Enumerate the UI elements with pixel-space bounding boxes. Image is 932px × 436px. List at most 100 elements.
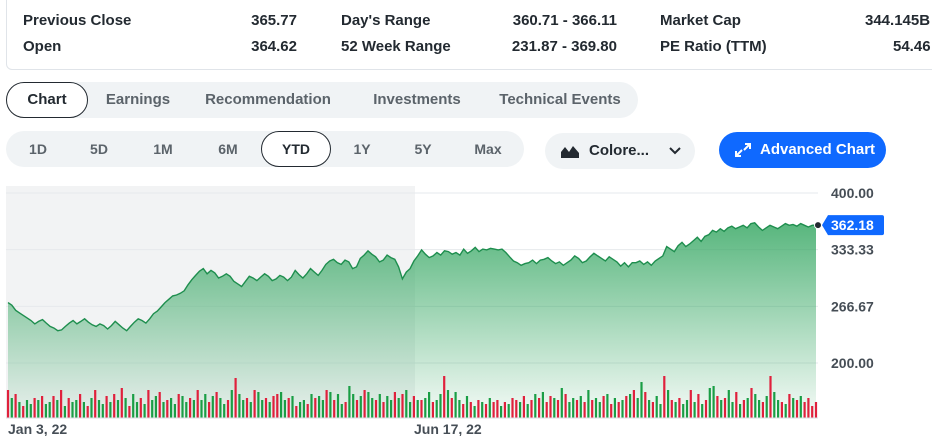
volume-bar [276, 394, 279, 418]
volume-bar [693, 402, 696, 418]
volume-bar [382, 402, 385, 418]
volume-bar [390, 400, 393, 418]
volume-bar [564, 394, 567, 418]
advanced-chart-button[interactable]: Advanced Chart [719, 132, 886, 168]
volume-bar [765, 396, 768, 418]
volume-bar [371, 398, 374, 418]
volume-bar [264, 398, 268, 418]
volume-bar [773, 392, 776, 418]
volume-bar [352, 394, 355, 418]
volume-bar [90, 398, 93, 418]
volume-bar [166, 400, 169, 418]
range-max[interactable]: Max [474, 141, 502, 157]
volume-bar [249, 402, 252, 418]
volume-bar [226, 400, 230, 418]
volume-bar [234, 378, 237, 418]
volume-bar [716, 396, 719, 418]
volume-bar [560, 388, 563, 418]
expand-icon [735, 143, 751, 157]
volume-bar [37, 400, 40, 418]
volume-bar [579, 396, 582, 418]
volume-bar [439, 394, 442, 418]
range-selector: 1D 5D 1M 6M YTD 1Y 5Y Max [6, 131, 524, 167]
volume-bar [458, 400, 461, 418]
volume-bar [648, 400, 651, 418]
volume-bar [651, 402, 654, 418]
x-tick-label: Jan 3, 22 [8, 421, 67, 436]
volume-bar [245, 398, 249, 418]
volume-bar [56, 400, 59, 418]
volume-bar [556, 400, 560, 418]
previous-close-value: 365.77 [251, 12, 297, 29]
range-1m[interactable]: 1M [153, 141, 173, 157]
volume-bar [181, 396, 184, 418]
volume-bar [158, 392, 161, 418]
tab-investments[interactable]: Investments [373, 91, 461, 108]
volume-bar [712, 386, 715, 418]
price-tag-shape [822, 215, 884, 236]
volume-bar [731, 402, 734, 418]
volume-bar [22, 406, 25, 418]
volume-bar [128, 406, 131, 418]
volume-bar [598, 402, 601, 418]
tab-chart[interactable]: Chart [6, 82, 88, 118]
volume-bar [674, 402, 677, 418]
volume-bar [640, 382, 643, 418]
volume-bar [82, 402, 85, 418]
volume-bar [572, 398, 575, 418]
volume-bar [132, 394, 135, 418]
chart-type-select[interactable]: Colore... [545, 133, 695, 169]
range-6m[interactable]: 6M [218, 141, 238, 157]
volume-bar [799, 396, 802, 418]
volume-bar [143, 404, 146, 418]
volume-bar [613, 398, 616, 418]
market-cap-value: 344.145B [865, 12, 931, 29]
volume-bar [465, 396, 469, 418]
volume-bar [583, 402, 586, 418]
volume-bar [336, 394, 340, 418]
volume-bar [185, 402, 188, 418]
volume-bar [208, 402, 211, 418]
volume-bar [25, 400, 29, 418]
volume-bar [211, 396, 214, 418]
volume-bar [374, 400, 378, 418]
volume-bar [67, 398, 70, 418]
volume-bar [655, 396, 658, 418]
volume-bar [242, 400, 245, 418]
volume-bar [534, 394, 537, 418]
week52-range-value: 231.87 - 369.80 [511, 38, 617, 55]
range-1d[interactable]: 1D [29, 141, 47, 157]
tab-recommendation[interactable]: Recommendation [205, 91, 331, 108]
volume-bar [469, 402, 472, 418]
volume-bar [610, 404, 613, 418]
volume-bar [784, 404, 787, 418]
volume-bar [71, 402, 74, 418]
volume-bar [302, 400, 305, 418]
volume-bar [151, 400, 154, 418]
tab-technical-events[interactable]: Technical Events [499, 91, 621, 108]
volume-bar [636, 398, 639, 418]
volume-bar [496, 400, 499, 418]
range-1y[interactable]: 1Y [353, 141, 371, 157]
volume-bar [685, 400, 689, 418]
range-5y[interactable]: 5Y [414, 141, 432, 157]
volume-bar [720, 400, 723, 418]
current-price-label: 362.18 [831, 217, 874, 233]
volume-bar [758, 400, 761, 418]
volume-bar [94, 390, 97, 418]
volume-bar [484, 404, 488, 418]
tab-earnings[interactable]: Earnings [105, 91, 171, 108]
volume-bar [340, 404, 343, 418]
volume-bar [60, 390, 63, 418]
volume-bar [196, 390, 199, 418]
range-5d[interactable]: 5D [90, 141, 108, 157]
volume-bar [405, 390, 408, 418]
volume-bar [500, 406, 503, 418]
volume-bar [526, 404, 529, 418]
volume-bar [704, 400, 708, 418]
range-ytd[interactable]: YTD [261, 131, 331, 167]
volume-bar [431, 402, 434, 418]
volume-bar [507, 404, 510, 418]
volume-bar [575, 400, 579, 418]
